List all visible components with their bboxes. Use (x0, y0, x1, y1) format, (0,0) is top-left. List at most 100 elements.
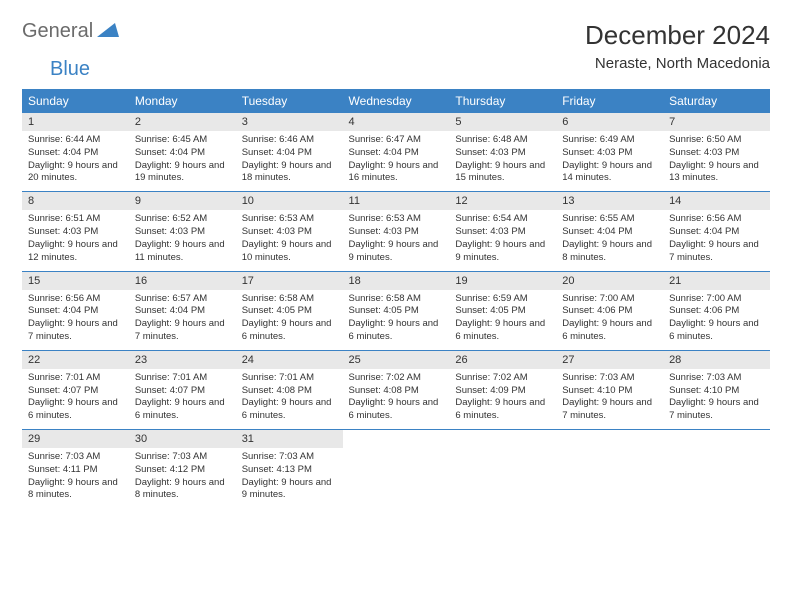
day-info: Sunrise: 6:52 AMSunset: 4:03 PMDaylight:… (129, 210, 236, 270)
calendar-cell: 19Sunrise: 6:59 AMSunset: 4:05 PMDayligh… (449, 271, 556, 350)
day-info: Sunrise: 7:01 AMSunset: 4:08 PMDaylight:… (236, 369, 343, 429)
day-number: 4 (343, 113, 450, 131)
day-info: Sunrise: 6:49 AMSunset: 4:03 PMDaylight:… (556, 131, 663, 191)
month-title: December 2024 (585, 20, 770, 51)
day-info: Sunrise: 6:57 AMSunset: 4:04 PMDaylight:… (129, 290, 236, 350)
day-number: 8 (22, 192, 129, 210)
calendar-row: 8Sunrise: 6:51 AMSunset: 4:03 PMDaylight… (22, 192, 770, 271)
day-number: 14 (663, 192, 770, 210)
calendar-cell: 18Sunrise: 6:58 AMSunset: 4:05 PMDayligh… (343, 271, 450, 350)
calendar-cell: 4Sunrise: 6:47 AMSunset: 4:04 PMDaylight… (343, 113, 450, 192)
day-info: Sunrise: 6:54 AMSunset: 4:03 PMDaylight:… (449, 210, 556, 270)
calendar-cell: 31Sunrise: 7:03 AMSunset: 4:13 PMDayligh… (236, 430, 343, 509)
calendar-row: 22Sunrise: 7:01 AMSunset: 4:07 PMDayligh… (22, 350, 770, 429)
calendar-cell: 8Sunrise: 6:51 AMSunset: 4:03 PMDaylight… (22, 192, 129, 271)
day-info: Sunrise: 6:44 AMSunset: 4:04 PMDaylight:… (22, 131, 129, 191)
weekday-header: Monday (129, 89, 236, 113)
day-info: Sunrise: 7:03 AMSunset: 4:13 PMDaylight:… (236, 448, 343, 508)
calendar-cell: 15Sunrise: 6:56 AMSunset: 4:04 PMDayligh… (22, 271, 129, 350)
day-info: Sunrise: 6:50 AMSunset: 4:03 PMDaylight:… (663, 131, 770, 191)
calendar-cell: 12Sunrise: 6:54 AMSunset: 4:03 PMDayligh… (449, 192, 556, 271)
day-number: 18 (343, 272, 450, 290)
calendar-cell: 16Sunrise: 6:57 AMSunset: 4:04 PMDayligh… (129, 271, 236, 350)
day-info: Sunrise: 6:55 AMSunset: 4:04 PMDaylight:… (556, 210, 663, 270)
day-number: 1 (22, 113, 129, 131)
day-number: 17 (236, 272, 343, 290)
day-number: 19 (449, 272, 556, 290)
weekday-header: Tuesday (236, 89, 343, 113)
day-info: Sunrise: 6:58 AMSunset: 4:05 PMDaylight:… (236, 290, 343, 350)
day-number: 3 (236, 113, 343, 131)
day-number: 21 (663, 272, 770, 290)
day-info: Sunrise: 6:48 AMSunset: 4:03 PMDaylight:… (449, 131, 556, 191)
day-number: 10 (236, 192, 343, 210)
calendar-cell: 30Sunrise: 7:03 AMSunset: 4:12 PMDayligh… (129, 430, 236, 509)
day-number: 12 (449, 192, 556, 210)
day-info: Sunrise: 6:47 AMSunset: 4:04 PMDaylight:… (343, 131, 450, 191)
calendar-cell: 11Sunrise: 6:53 AMSunset: 4:03 PMDayligh… (343, 192, 450, 271)
day-number: 29 (22, 430, 129, 448)
day-number: 7 (663, 113, 770, 131)
calendar-cell: 7Sunrise: 6:50 AMSunset: 4:03 PMDaylight… (663, 113, 770, 192)
weekday-header: Friday (556, 89, 663, 113)
day-info: Sunrise: 7:03 AMSunset: 4:11 PMDaylight:… (22, 448, 129, 508)
day-info: Sunrise: 6:56 AMSunset: 4:04 PMDaylight:… (663, 210, 770, 270)
calendar-row: 1Sunrise: 6:44 AMSunset: 4:04 PMDaylight… (22, 113, 770, 192)
day-number: 9 (129, 192, 236, 210)
day-info: Sunrise: 6:56 AMSunset: 4:04 PMDaylight:… (22, 290, 129, 350)
calendar-table: Sunday Monday Tuesday Wednesday Thursday… (22, 89, 770, 508)
day-number: 23 (129, 351, 236, 369)
calendar-cell: 2Sunrise: 6:45 AMSunset: 4:04 PMDaylight… (129, 113, 236, 192)
day-info: Sunrise: 7:03 AMSunset: 4:12 PMDaylight:… (129, 448, 236, 508)
day-number: 20 (556, 272, 663, 290)
calendar-row: 15Sunrise: 6:56 AMSunset: 4:04 PMDayligh… (22, 271, 770, 350)
day-number: 28 (663, 351, 770, 369)
calendar-row: 29Sunrise: 7:03 AMSunset: 4:11 PMDayligh… (22, 430, 770, 509)
calendar-cell: 26Sunrise: 7:02 AMSunset: 4:09 PMDayligh… (449, 350, 556, 429)
day-info: Sunrise: 6:53 AMSunset: 4:03 PMDaylight:… (343, 210, 450, 270)
logo-text-blue: Blue (50, 58, 90, 80)
day-info: Sunrise: 7:00 AMSunset: 4:06 PMDaylight:… (663, 290, 770, 350)
day-info: Sunrise: 6:58 AMSunset: 4:05 PMDaylight:… (343, 290, 450, 350)
calendar-cell: 17Sunrise: 6:58 AMSunset: 4:05 PMDayligh… (236, 271, 343, 350)
calendar-cell: 27Sunrise: 7:03 AMSunset: 4:10 PMDayligh… (556, 350, 663, 429)
calendar-cell: 6Sunrise: 6:49 AMSunset: 4:03 PMDaylight… (556, 113, 663, 192)
day-number: 24 (236, 351, 343, 369)
day-number: 30 (129, 430, 236, 448)
day-info: Sunrise: 7:02 AMSunset: 4:08 PMDaylight:… (343, 369, 450, 429)
logo-text-general: General (22, 20, 93, 43)
weekday-header: Thursday (449, 89, 556, 113)
calendar-cell: .. (343, 430, 450, 509)
day-info: Sunrise: 6:53 AMSunset: 4:03 PMDaylight:… (236, 210, 343, 270)
day-info: Sunrise: 7:01 AMSunset: 4:07 PMDaylight:… (22, 369, 129, 429)
day-number: 15 (22, 272, 129, 290)
day-info: Sunrise: 7:03 AMSunset: 4:10 PMDaylight:… (556, 369, 663, 429)
day-number: 5 (449, 113, 556, 131)
calendar-cell: 14Sunrise: 6:56 AMSunset: 4:04 PMDayligh… (663, 192, 770, 271)
calendar-body: 1Sunrise: 6:44 AMSunset: 4:04 PMDaylight… (22, 113, 770, 508)
logo-triangle-icon (97, 21, 119, 42)
calendar-cell: 24Sunrise: 7:01 AMSunset: 4:08 PMDayligh… (236, 350, 343, 429)
day-number: 26 (449, 351, 556, 369)
day-number: 13 (556, 192, 663, 210)
day-info: Sunrise: 7:02 AMSunset: 4:09 PMDaylight:… (449, 369, 556, 429)
day-number: 22 (22, 351, 129, 369)
calendar-cell: 23Sunrise: 7:01 AMSunset: 4:07 PMDayligh… (129, 350, 236, 429)
calendar-cell: .. (449, 430, 556, 509)
calendar-cell: 10Sunrise: 6:53 AMSunset: 4:03 PMDayligh… (236, 192, 343, 271)
calendar-cell: 21Sunrise: 7:00 AMSunset: 4:06 PMDayligh… (663, 271, 770, 350)
day-number: 6 (556, 113, 663, 131)
day-number: 16 (129, 272, 236, 290)
day-info: Sunrise: 6:46 AMSunset: 4:04 PMDaylight:… (236, 131, 343, 191)
day-info: Sunrise: 7:00 AMSunset: 4:06 PMDaylight:… (556, 290, 663, 350)
logo: General (22, 20, 121, 43)
calendar-cell: 29Sunrise: 7:03 AMSunset: 4:11 PMDayligh… (22, 430, 129, 509)
calendar-cell: 9Sunrise: 6:52 AMSunset: 4:03 PMDaylight… (129, 192, 236, 271)
calendar-cell: 25Sunrise: 7:02 AMSunset: 4:08 PMDayligh… (343, 350, 450, 429)
weekday-header: Wednesday (343, 89, 450, 113)
calendar-cell: .. (556, 430, 663, 509)
weekday-header: Saturday (663, 89, 770, 113)
calendar-cell: 28Sunrise: 7:03 AMSunset: 4:10 PMDayligh… (663, 350, 770, 429)
calendar-cell: 22Sunrise: 7:01 AMSunset: 4:07 PMDayligh… (22, 350, 129, 429)
day-number: 27 (556, 351, 663, 369)
